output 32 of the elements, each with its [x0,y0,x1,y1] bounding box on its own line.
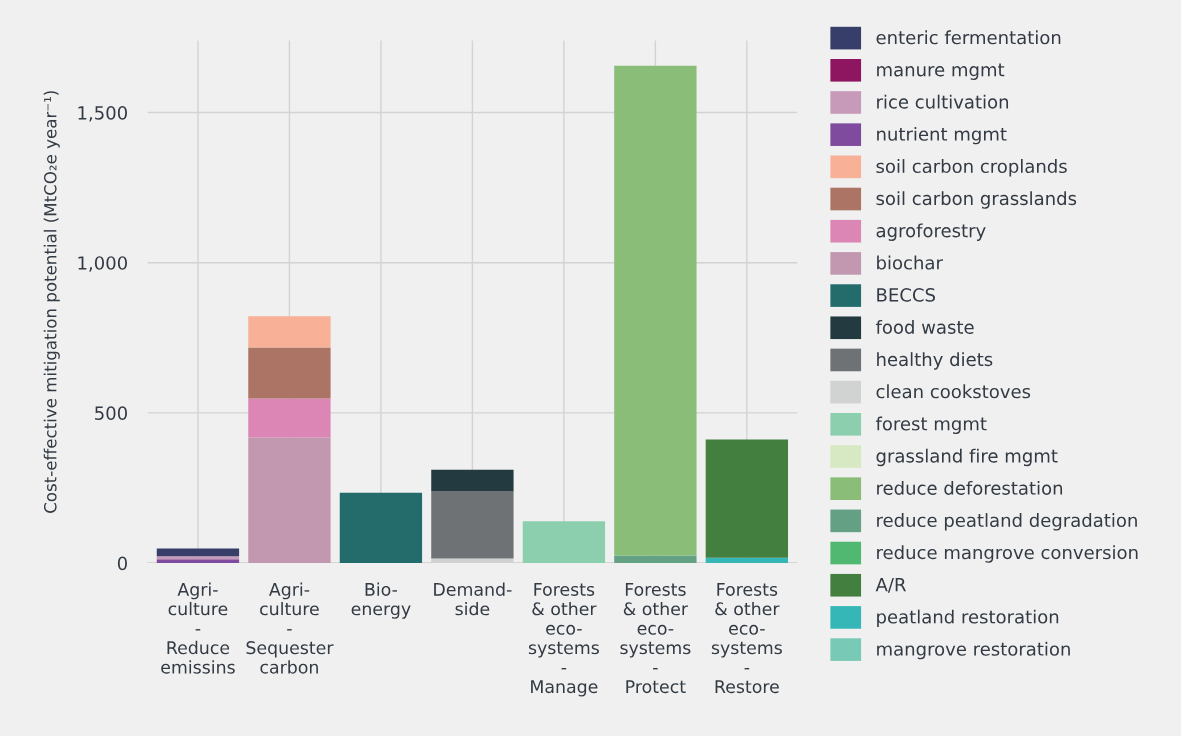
legend-label: A/R [875,578,906,593]
y-axis-title: Cost-effective mitigation potential (MtCO₂e year⁻¹) [43,91,60,513]
legend-label: peatland restoration [877,609,1059,628]
legend-label: BECCS [877,288,935,302]
x-tick-label: Bio- energy [351,582,411,619]
x-tick-label: Demand- side [434,582,512,616]
legend-label: rice cultivation [877,94,1009,109]
legend-label: biochar [877,255,943,270]
legend-label: manure mgmt [877,63,1005,80]
legend-label: reduce deforestation [877,480,1063,495]
legend-label: reduce peatland degradation [877,513,1137,531]
y-tick-label: 1,000 [78,256,127,272]
legend-label: grassland fire mgmt [876,448,1058,467]
legend-label: nutrient mgmt [877,126,1007,145]
x-tick-label: Forests & other eco- systems - Manage [528,583,599,697]
x-tick-label: Agri- culture - Reduce emissins [161,582,235,674]
legend-label: mangrove restoration [877,641,1070,660]
legend-label: soil carbon croplands [876,159,1067,177]
legend-label: food waste [875,319,974,334]
y-tick-label: 500 [95,406,127,420]
x-tick-label: Agri- culture - Sequester carbon [246,582,334,674]
x-tick-label: Forests & other eco- systems - Protect [620,583,691,694]
legend-label: soil carbon grasslands [876,191,1077,209]
x-tick-label: Forests & other eco- systems - Restore [711,583,782,694]
legend-label: clean cookstoves [876,384,1031,399]
y-tick-label: 0 [117,556,127,571]
legend-label: reduce mangrove conversion [877,545,1138,563]
legend-label: enteric fermentation [876,30,1061,45]
y-tick-label: 1,500 [78,106,127,122]
legend-label: healthy diets [877,352,993,370]
legend-label: agroforestry [876,223,986,241]
legend-label: forest mgmt [875,416,987,435]
